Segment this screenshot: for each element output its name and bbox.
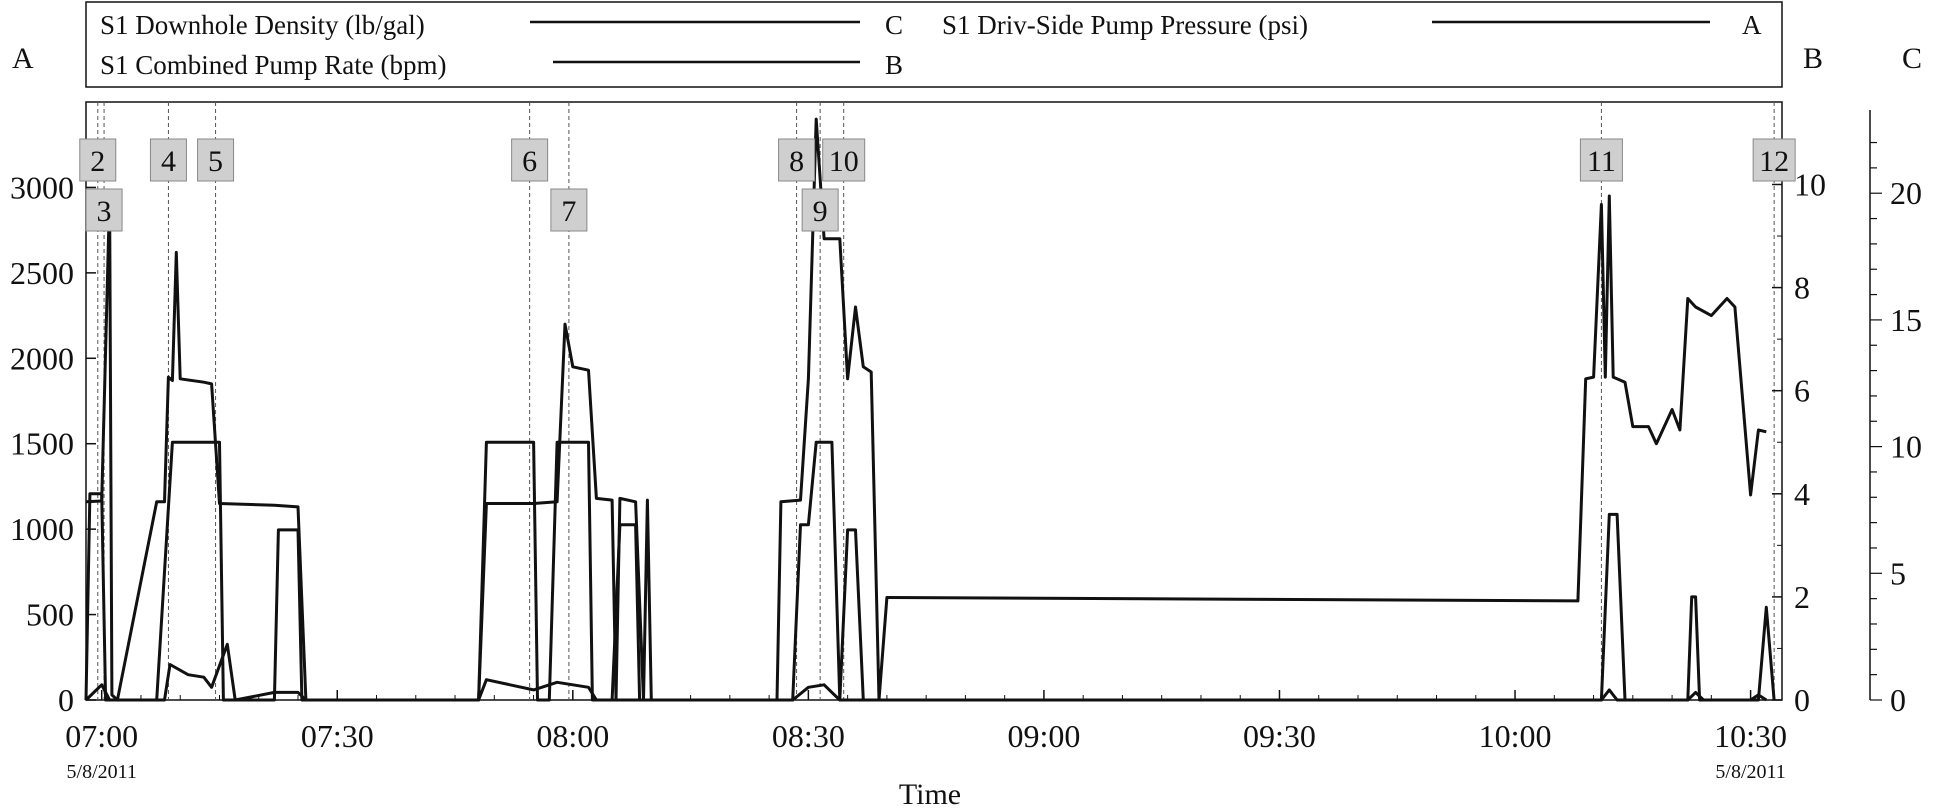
series-line-a <box>85 117 1767 702</box>
event-marker-label: 10 <box>829 145 859 178</box>
legend-label-density: S1 Downhole Density (lb/gal) <box>100 10 425 40</box>
event-marker-label: 9 <box>813 195 828 228</box>
x-tick-label: 10:30 <box>1714 718 1787 754</box>
x-start-date: 5/8/2011 <box>67 761 137 783</box>
legend-label-rate: S1 Combined Pump Rate (bpm) <box>100 50 447 80</box>
axis-c: 0 5 10 15 20 <box>1869 110 1922 718</box>
event-marker-label: 7 <box>561 195 576 228</box>
event-marker-label: 2 <box>90 145 105 178</box>
x-tick-label: 07:30 <box>301 718 374 754</box>
event-marker-box <box>197 138 235 182</box>
x-end-date: 5/8/2011 <box>1715 761 1785 783</box>
event-marker-lines <box>97 102 1775 700</box>
event-marker-box <box>511 138 549 182</box>
axis-a-tick-label: 1000 <box>10 511 74 547</box>
series-line-b <box>84 440 1776 702</box>
event-marker-label: 6 <box>522 145 537 178</box>
legend-box <box>85 1 1783 88</box>
axis-b-tick-label: 2 <box>1794 579 1810 615</box>
x-axis: 07:00 07:30 08:00 08:30 09:00 09:30 10:00 10:30… <box>65 690 1787 783</box>
axis-name-left: A <box>12 42 34 75</box>
axis-b-tick-label: 10 <box>1794 166 1826 202</box>
event-marker-box <box>1752 138 1796 182</box>
event-marker-label: 12 <box>1759 145 1789 178</box>
x-tick-label: 08:30 <box>772 718 845 754</box>
axis-b-tick-label: 8 <box>1794 270 1810 306</box>
x-axis-title: Time <box>899 778 961 811</box>
event-marker-box <box>79 138 117 182</box>
legend: S1 Downhole Density (lb/gal) C S1 Driv-S… <box>85 1 1783 88</box>
axis-c-tick-label: 10 <box>1890 429 1922 465</box>
legend-axis-rate: B <box>885 50 903 80</box>
axis-b-tick-label: 0 <box>1794 682 1810 718</box>
series-line-c <box>84 642 1768 702</box>
event-marker-label: 4 <box>161 145 176 178</box>
event-marker-box <box>778 138 816 182</box>
event-marker-label: 3 <box>97 195 112 228</box>
axis-b: 0 2 4 6 8 10 <box>1772 166 1826 718</box>
axis-a-tick-label: 1500 <box>10 426 74 462</box>
x-tick-label: 07:00 <box>65 718 138 754</box>
axis-b-tick-label: 4 <box>1794 476 1810 512</box>
axis-a-tick-label: 500 <box>26 597 74 633</box>
x-tick-label: 09:30 <box>1243 718 1316 754</box>
plot-frame <box>85 101 1783 701</box>
axis-name-right1: B <box>1803 42 1823 75</box>
legend-axis-pressure: A <box>1742 10 1762 40</box>
axis-c-tick-label: 20 <box>1890 175 1922 211</box>
event-marker-box <box>801 188 839 232</box>
legend-label-pressure: S1 Driv-Side Pump Pressure (psi) <box>942 10 1308 40</box>
event-marker-box <box>822 138 866 182</box>
event-marker-box <box>550 188 588 232</box>
event-marker-box <box>149 138 187 182</box>
x-tick-label: 10:00 <box>1479 718 1552 754</box>
series-layer <box>84 117 1776 702</box>
axis-c-tick-label: 15 <box>1890 302 1922 338</box>
x-tick-label: 09:00 <box>1007 718 1080 754</box>
x-tick-label: 08:00 <box>536 718 609 754</box>
axis-c-tick-label: 0 <box>1890 682 1906 718</box>
axis-name-right2: C <box>1902 42 1922 75</box>
event-marker-label: 11 <box>1587 145 1616 178</box>
axis-a-tick-label: 0 <box>58 682 74 718</box>
axis-c-tick-label: 5 <box>1890 555 1906 591</box>
legend-axis-density: C <box>885 10 903 40</box>
event-marker-box <box>1579 138 1623 182</box>
axis-a: 0 500 1000 1500 2000 2500 3000 <box>10 169 96 718</box>
event-marker-label: 8 <box>789 145 804 178</box>
axis-b-tick-label: 6 <box>1794 373 1810 409</box>
event-marker-box <box>85 188 123 232</box>
axis-a-tick-label: 2500 <box>10 255 74 291</box>
event-marker-label: 5 <box>208 145 223 178</box>
axis-a-tick-label: 3000 <box>10 169 74 205</box>
axis-a-tick-label: 2000 <box>10 340 74 376</box>
